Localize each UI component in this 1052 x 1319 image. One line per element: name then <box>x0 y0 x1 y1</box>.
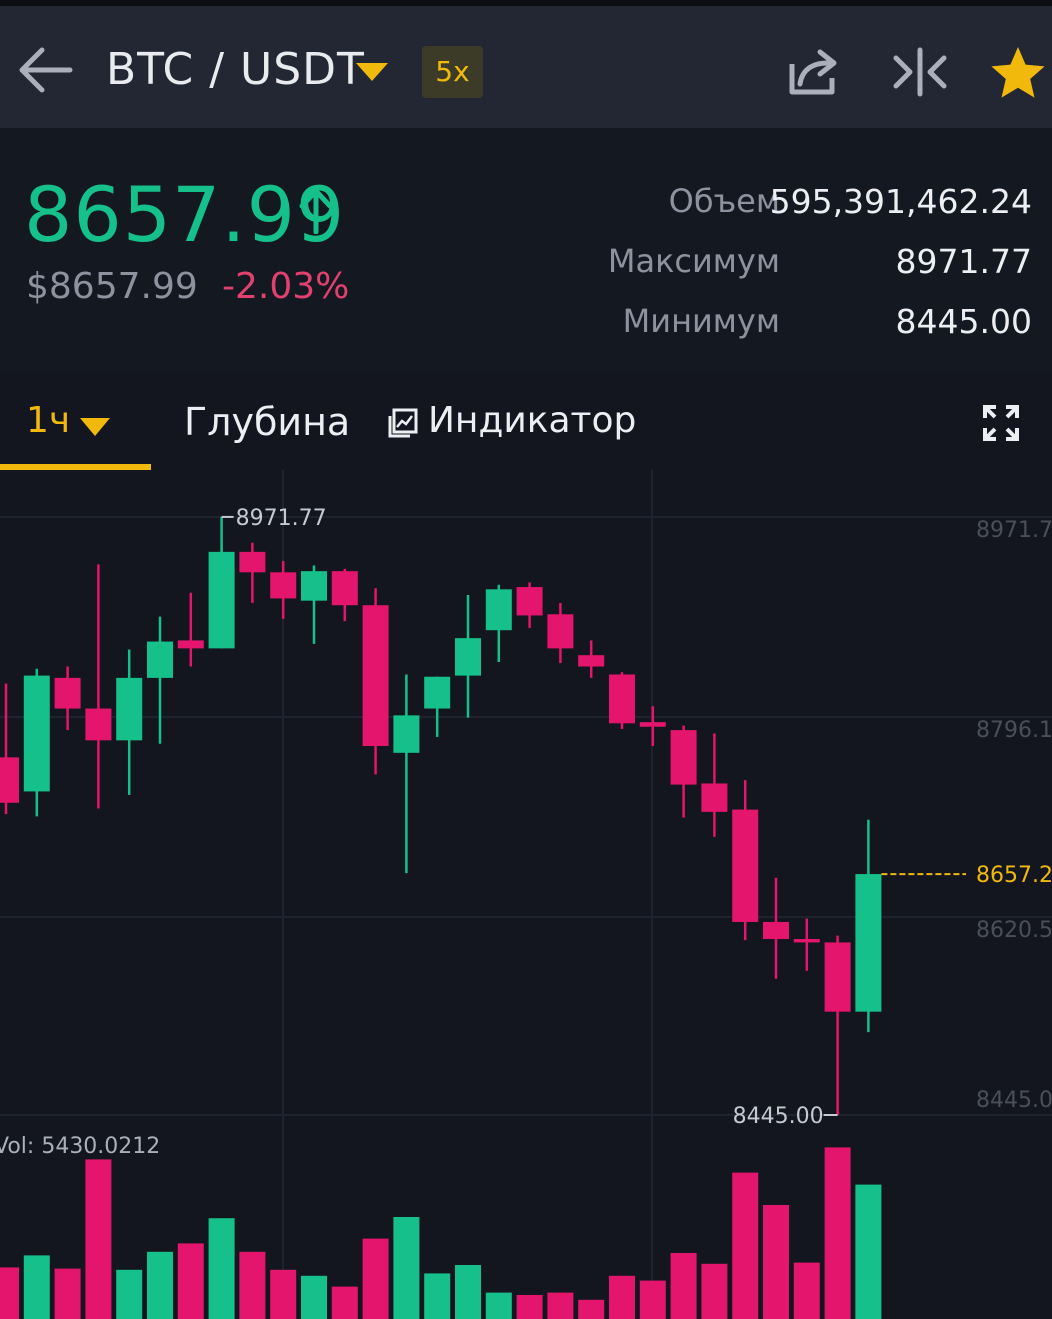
candle-body <box>793 939 820 943</box>
candle-body <box>331 571 358 606</box>
chart-markers: 8971.77 8445.00 8657.2 <box>221 506 1052 1129</box>
tab-depth[interactable]: Глубина <box>184 400 351 444</box>
price-up-arrow-icon <box>299 188 333 234</box>
leverage-badge: 5x <box>422 46 483 98</box>
volume-bar <box>732 1172 759 1319</box>
volume-bar <box>793 1262 820 1319</box>
volume-bar <box>455 1265 481 1319</box>
axis-label-lower: 8620.5 <box>976 918 1052 943</box>
volume-label: Объем <box>668 182 780 220</box>
volume-readout: Vol: 5430.0212 <box>0 1134 160 1159</box>
volume-bar <box>177 1243 204 1319</box>
volume-bar <box>824 1147 851 1319</box>
volume-bars <box>0 1147 882 1319</box>
axis-label-upper: 8796.1 <box>976 718 1052 743</box>
high-label: Максимум <box>607 242 780 280</box>
candle-body <box>23 675 50 792</box>
ticker-stats <box>0 128 1052 372</box>
candle-body <box>578 655 605 667</box>
volume-bar <box>85 1159 112 1319</box>
max-marker-label: 8971.77 <box>236 506 327 531</box>
fullscreen-icon[interactable] <box>982 404 1020 442</box>
candle-body <box>0 757 19 803</box>
candle-body <box>547 614 574 649</box>
volume-bar <box>485 1292 512 1319</box>
volume-bar <box>701 1263 728 1319</box>
volume-bar <box>362 1238 389 1319</box>
min-marker-label: 8445.00 <box>733 1104 824 1129</box>
volume-bar <box>23 1255 50 1319</box>
candle-body <box>208 551 235 649</box>
candles <box>0 516 882 1115</box>
low-label: Минимум <box>622 302 780 340</box>
chart-tabs: 1ч Глубина Индикатор <box>0 374 1052 470</box>
volume-bar <box>301 1275 327 1319</box>
volume-bar <box>516 1295 543 1319</box>
volume-value: 595,391,462.24 <box>769 182 1032 221</box>
candle-body <box>301 571 327 601</box>
candle-body <box>270 572 297 599</box>
volume-bar <box>547 1292 574 1319</box>
high-value: 8971.77 <box>895 242 1032 281</box>
volume-bar <box>393 1217 420 1319</box>
volume-bar <box>208 1218 235 1319</box>
candle-body <box>485 589 512 631</box>
volume-bar <box>331 1286 358 1319</box>
candle-body <box>824 942 851 1012</box>
current-price-label: 8657.2 <box>976 863 1052 888</box>
candle-body <box>855 874 882 1012</box>
volume-bar <box>0 1267 19 1319</box>
candle-body <box>239 551 266 573</box>
volume-bar <box>239 1251 266 1319</box>
active-tab-indicator <box>0 464 151 470</box>
favorite-star-icon[interactable] <box>988 44 1048 104</box>
caret-down-icon[interactable] <box>354 60 390 84</box>
candle-body <box>763 921 789 940</box>
compare-icon[interactable] <box>890 46 950 98</box>
candle-body <box>147 641 173 678</box>
volume-bar <box>270 1269 297 1319</box>
candle-body <box>393 715 420 753</box>
share-icon[interactable] <box>786 46 842 98</box>
usd-price: $8657.99 <box>26 266 198 307</box>
axis-label-bottom: 8445.0 <box>976 1088 1052 1113</box>
candle-body <box>177 640 204 649</box>
candle-body <box>701 783 728 812</box>
candle-body <box>639 722 666 727</box>
volume-bar <box>424 1273 451 1319</box>
candle-body <box>424 676 451 709</box>
candle-body <box>54 677 81 709</box>
back-arrow-icon[interactable] <box>14 38 78 102</box>
volume-bar <box>670 1253 697 1319</box>
caret-down-icon[interactable] <box>78 416 112 438</box>
volume-bar <box>609 1275 635 1319</box>
low-value: 8445.00 <box>895 302 1032 341</box>
axis-label-top: 8971.7 <box>976 518 1052 543</box>
candle-body <box>670 730 697 785</box>
tab-indicator[interactable]: Индикатор <box>428 400 637 441</box>
top-bar: BTC / USDT 5x <box>0 0 1052 128</box>
candle-body <box>116 677 143 741</box>
candle-body <box>85 708 112 741</box>
price-change-percent: -2.03% <box>222 266 350 307</box>
volume-bar <box>855 1184 882 1319</box>
volume-bar <box>54 1268 81 1319</box>
candle-body <box>732 809 759 922</box>
volume-bar <box>116 1269 143 1319</box>
volume-bar <box>763 1205 789 1319</box>
indicator-icon[interactable] <box>388 408 418 438</box>
candle-body <box>516 587 543 616</box>
trading-pair-title[interactable]: BTC / USDT <box>106 44 365 95</box>
volume-bar <box>147 1251 173 1319</box>
candlestick-chart[interactable]: 8971.7 8796.1 8620.5 8445.0 8971.77 8445… <box>0 470 1052 1319</box>
volume-bar <box>578 1299 605 1319</box>
volume-bar <box>639 1280 666 1319</box>
price-axis: 8971.7 8796.1 8620.5 8445.0 <box>976 518 1052 1113</box>
candle-body <box>609 674 635 724</box>
candle-body <box>362 605 389 747</box>
tab-interval[interactable]: 1ч <box>26 400 71 441</box>
candle-body <box>455 638 481 676</box>
last-price: 8657.99 <box>24 170 346 259</box>
